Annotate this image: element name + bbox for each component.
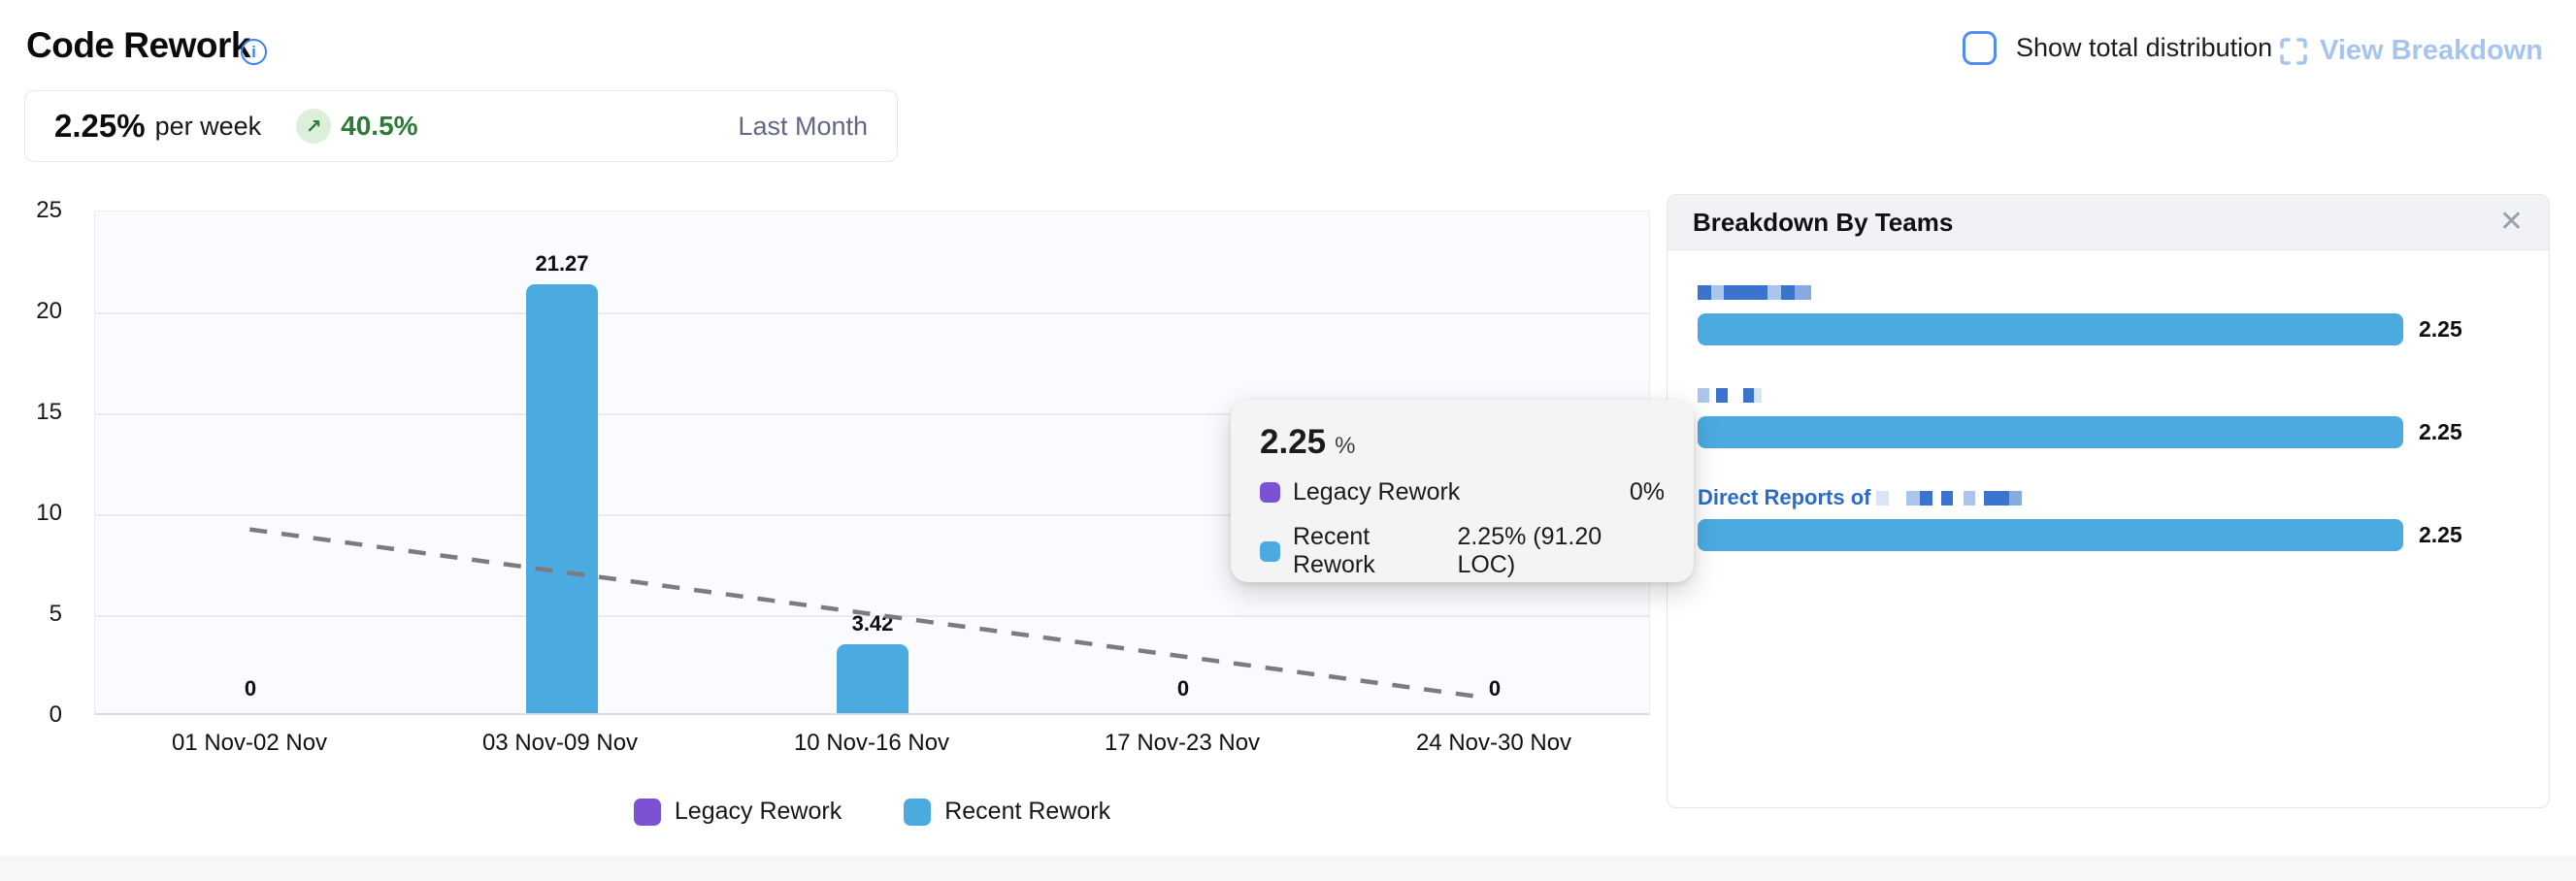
x-axis-label: 24 Nov-30 Nov xyxy=(1415,730,1572,756)
y-tick: 0 xyxy=(49,702,62,728)
bar-value-label: 0 xyxy=(1176,676,1190,701)
footer-strip xyxy=(0,856,2576,881)
bar-group[interactable]: 3.42 xyxy=(837,212,908,713)
redacted-team-name xyxy=(1698,284,2549,300)
x-axis-label: 01 Nov-02 Nov xyxy=(171,730,328,756)
view-breakdown-button[interactable]: View Breakdown xyxy=(2279,35,2543,67)
x-axis-label: 17 Nov-23 Nov xyxy=(1104,730,1261,756)
tooltip-unit: % xyxy=(1335,433,1356,459)
tooltip-row-value: 2.25% (91.20 LOC) xyxy=(1457,523,1602,578)
summary-card: 2.25% per week ↗ 40.5% Last Month xyxy=(24,90,898,162)
legend-item-recent-rework[interactable]: Recent Rework xyxy=(904,798,1110,826)
y-tick: 5 xyxy=(49,601,62,627)
bar[interactable] xyxy=(526,284,598,713)
tooltip-value: 2.25 xyxy=(1260,423,1327,461)
legend-label[interactable]: Recent Rework xyxy=(944,798,1111,825)
summary-unit: per week xyxy=(154,111,262,141)
delta-value: 40.5% xyxy=(341,111,418,141)
bar-group[interactable]: 21.27 xyxy=(526,212,598,713)
bar-value-label: 0 xyxy=(244,676,257,701)
legend-item-legacy-rework[interactable]: Legacy Rework xyxy=(633,798,842,826)
tooltip-row: Legacy Rework 0% xyxy=(1260,478,1665,506)
tooltip-row-label: Recent Rework xyxy=(1293,523,1375,578)
team-bar[interactable] xyxy=(1698,519,2403,551)
team-row: Direct Reports of 2.25 xyxy=(1698,485,2549,551)
show-total-distribution-toggle[interactable]: Show total distribution xyxy=(1963,31,2272,65)
bar-group[interactable]: 0 xyxy=(1459,212,1531,713)
team-row: 2.25 xyxy=(1698,387,2549,448)
bar-value-label: 21.27 xyxy=(535,251,589,276)
legend-swatch-icon xyxy=(904,798,932,826)
legacy-rework-swatch-icon xyxy=(1260,482,1280,503)
gridline xyxy=(95,514,1649,516)
breakdown-by-teams-panel: Breakdown By Teams ✕ 2.25 2.25 xyxy=(1667,194,2550,808)
checkbox-icon[interactable] xyxy=(1963,31,1997,65)
y-tick: 25 xyxy=(36,197,62,223)
redacted-team-name: Direct Reports of xyxy=(1698,485,2549,509)
period-label: Last Month xyxy=(738,111,868,141)
team-bar-value: 2.25 xyxy=(2419,522,2462,547)
team-bar[interactable] xyxy=(1698,416,2403,448)
x-axis-label: 10 Nov-16 Nov xyxy=(793,730,950,756)
tooltip-row-label: Legacy Rework xyxy=(1293,478,1461,506)
panel-header: Breakdown By Teams ✕ xyxy=(1668,195,2549,250)
y-tick: 10 xyxy=(36,500,62,526)
x-axis-label: 03 Nov-09 Nov xyxy=(481,730,639,756)
show-total-distribution-label[interactable]: Show total distribution xyxy=(2016,33,2273,62)
legend-swatch-icon xyxy=(633,798,661,826)
redacted-team-name xyxy=(1698,387,2549,403)
bar-value-label: 3.42 xyxy=(851,611,894,636)
summary-value: 2.25% xyxy=(54,108,146,144)
y-tick: 20 xyxy=(36,298,62,324)
bar[interactable] xyxy=(837,644,908,713)
panel-body: 2.25 2.25 Direct Reports of xyxy=(1668,250,2549,551)
chart-tooltip: 2.25 % Legacy Rework 0% Recent Rework 2.… xyxy=(1231,400,1694,582)
page-title: Code Rework xyxy=(26,25,250,65)
team-bar-value: 2.25 xyxy=(2419,419,2462,444)
bar-group[interactable]: 0 xyxy=(215,212,286,713)
info-icon[interactable]: i xyxy=(241,39,267,65)
tooltip-row-value: 0% xyxy=(1629,478,1665,506)
team-bar[interactable] xyxy=(1698,313,2403,345)
gridline xyxy=(95,312,1649,314)
close-icon[interactable]: ✕ xyxy=(2498,206,2524,238)
gridline xyxy=(95,413,1649,415)
team-bar-value: 2.25 xyxy=(2419,316,2462,342)
bar-value-label: 0 xyxy=(1488,676,1502,701)
bar-group[interactable]: 0 xyxy=(1147,212,1219,713)
view-breakdown-label[interactable]: View Breakdown xyxy=(2320,35,2543,66)
tooltip-row: Recent Rework 2.25% (91.20 LOC) xyxy=(1260,523,1665,579)
recent-rework-swatch-icon xyxy=(1260,540,1280,562)
y-tick: 15 xyxy=(36,399,62,425)
delta-badge: ↗ 40.5% xyxy=(296,109,418,144)
team-row: 2.25 xyxy=(1698,284,2549,345)
expand-icon xyxy=(2280,37,2307,65)
tooltip-title: 2.25 % xyxy=(1260,423,1665,462)
legend-label[interactable]: Legacy Rework xyxy=(674,798,842,825)
panel-title: Breakdown By Teams xyxy=(1693,207,1954,237)
chart-legend: Legacy Rework Recent Rework xyxy=(94,798,1650,826)
direct-reports-label: Direct Reports of xyxy=(1698,485,1871,509)
trend-up-arrow-icon: ↗ xyxy=(296,109,332,144)
